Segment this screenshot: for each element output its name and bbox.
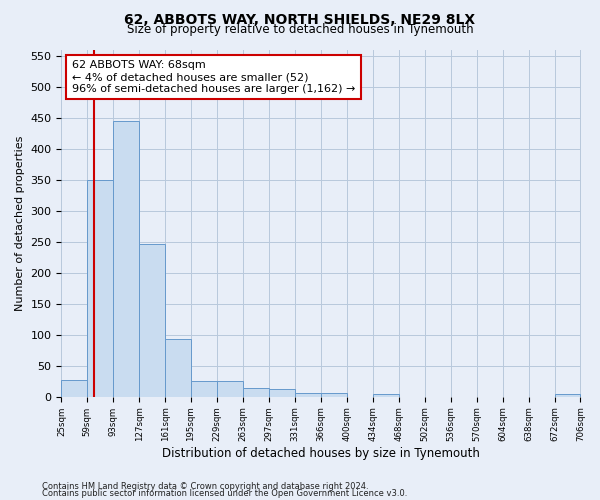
Bar [165, 339, 191, 397]
X-axis label: Distribution of detached houses by size in Tynemouth: Distribution of detached houses by size … [162, 447, 480, 460]
Bar [139, 244, 165, 397]
Text: Contains HM Land Registry data © Crown copyright and database right 2024.: Contains HM Land Registry data © Crown c… [42, 482, 368, 491]
Bar [191, 382, 217, 397]
Bar [113, 121, 139, 397]
Text: 62 ABBOTS WAY: 68sqm
← 4% of detached houses are smaller (52)
96% of semi-detach: 62 ABBOTS WAY: 68sqm ← 4% of detached ho… [72, 60, 355, 94]
Bar [243, 388, 269, 397]
Bar [295, 392, 322, 397]
Y-axis label: Number of detached properties: Number of detached properties [15, 136, 25, 311]
Bar [322, 393, 347, 397]
Bar [373, 394, 399, 397]
Text: Size of property relative to detached houses in Tynemouth: Size of property relative to detached ho… [127, 22, 473, 36]
Bar [61, 380, 88, 397]
Bar [269, 390, 295, 397]
Text: Contains public sector information licensed under the Open Government Licence v3: Contains public sector information licen… [42, 489, 407, 498]
Bar [88, 180, 113, 397]
Bar [217, 382, 243, 397]
Text: 62, ABBOTS WAY, NORTH SHIELDS, NE29 8LX: 62, ABBOTS WAY, NORTH SHIELDS, NE29 8LX [124, 12, 476, 26]
Bar [554, 394, 580, 397]
